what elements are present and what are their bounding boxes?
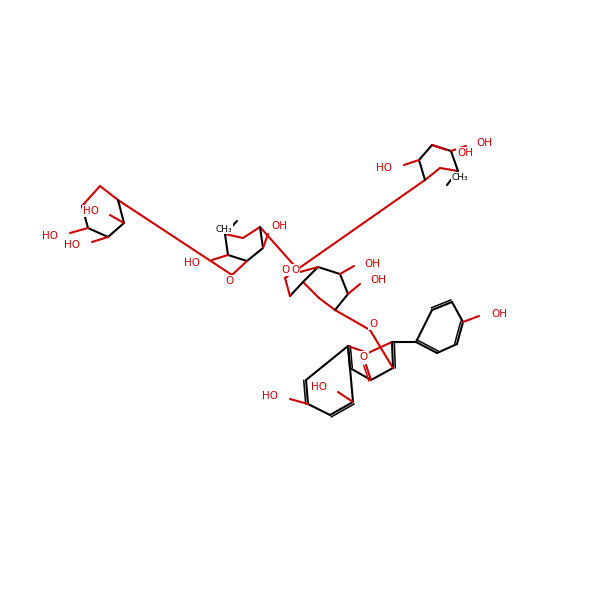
Text: O: O (360, 352, 368, 362)
Text: OH: OH (491, 309, 507, 319)
Text: HO: HO (262, 391, 278, 401)
Text: CH₃: CH₃ (452, 173, 469, 181)
Text: HO: HO (42, 231, 58, 241)
Text: OH: OH (476, 138, 492, 148)
Text: HO: HO (184, 258, 200, 268)
Text: O: O (281, 265, 289, 275)
Text: HO: HO (64, 240, 80, 250)
Text: CH₃: CH₃ (215, 224, 232, 233)
Text: OH: OH (370, 275, 386, 285)
Text: OH: OH (271, 221, 287, 231)
Text: O: O (291, 265, 299, 275)
Text: O: O (369, 319, 377, 329)
Text: O: O (225, 276, 233, 286)
Text: HO: HO (83, 206, 99, 216)
Text: OH: OH (457, 148, 473, 158)
Text: HO: HO (311, 382, 327, 392)
Text: HO: HO (376, 163, 392, 173)
Text: OH: OH (364, 259, 380, 269)
